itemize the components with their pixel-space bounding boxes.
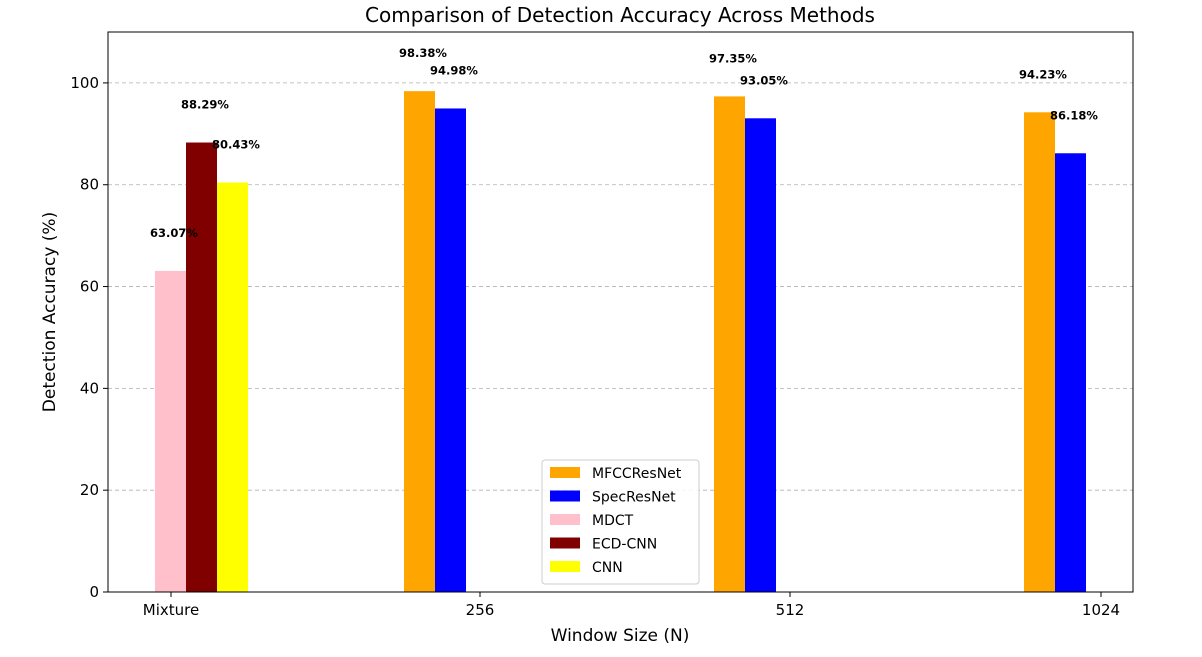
legend-swatch — [550, 561, 580, 572]
x-tick-label: 256 — [466, 601, 495, 619]
x-tick-label: 1024 — [1082, 601, 1120, 619]
y-tick-label: 40 — [80, 379, 99, 397]
bar-mfccresnet-512 — [714, 96, 745, 593]
axis-ticks: 0 20 40 60 80 100 Mixture 256 512 1024 — [70, 74, 1120, 619]
bar-mdct-mixture — [155, 270, 186, 592]
y-tick-label: 0 — [89, 583, 99, 601]
data-label: 63.07% — [150, 226, 198, 240]
bar-cnn-mixture — [217, 182, 248, 592]
y-tick-label: 60 — [80, 278, 99, 296]
legend-box — [541, 459, 700, 585]
legend-swatch — [550, 514, 580, 525]
y-axis-label: Detection Accuracy (%) — [40, 212, 60, 412]
legend-swatch — [550, 490, 580, 502]
bar-specresnet-256 — [435, 108, 466, 592]
legend-label: ECD-CNN — [592, 537, 657, 553]
data-labels: 63.07% 88.29% 80.43% 98.38% 94.98% 97.35% 93.0… — [150, 46, 1098, 240]
x-axis-label: Window Size (N) — [551, 626, 690, 646]
bar-specresnet-512 — [745, 118, 776, 593]
bar-specresnet-1024 — [1055, 153, 1086, 593]
data-label: 86.18% — [1050, 108, 1098, 122]
x-tick-label: Mixture — [143, 601, 199, 619]
data-label: 97.35% — [709, 51, 757, 65]
chart-title: Comparison of Detection Accuracy Across … — [365, 3, 875, 27]
bar-mfccresnet-1024 — [1024, 112, 1055, 593]
legend: MFCCResNet SpecResNet MDCT ECD-CNN CNN — [541, 459, 700, 585]
y-tick-label: 100 — [70, 74, 99, 92]
legend-label: MFCCResNet — [592, 466, 682, 482]
legend-label: MDCT — [592, 513, 634, 529]
x-tick-label: 512 — [776, 601, 805, 619]
plot-area — [107, 31, 1134, 593]
data-label: 94.23% — [1019, 67, 1067, 81]
legend-label: SpecResNet — [592, 490, 676, 506]
bar-ecd-cnn-mixture — [186, 142, 217, 593]
bars — [155, 91, 1086, 593]
data-label: 93.05% — [740, 73, 788, 87]
legend-label: CNN — [592, 560, 623, 576]
data-label: 94.98% — [430, 63, 478, 77]
grid-lines — [108, 82, 1133, 491]
y-tick-label: 80 — [80, 176, 99, 194]
bar-mfccresnet-256 — [404, 91, 435, 592]
data-label: 80.43% — [212, 138, 260, 152]
legend-swatch — [550, 537, 580, 549]
legend-swatch — [550, 467, 580, 478]
data-label: 88.29% — [181, 98, 229, 112]
data-label: 98.38% — [399, 46, 447, 60]
y-tick-label: 20 — [80, 481, 99, 499]
